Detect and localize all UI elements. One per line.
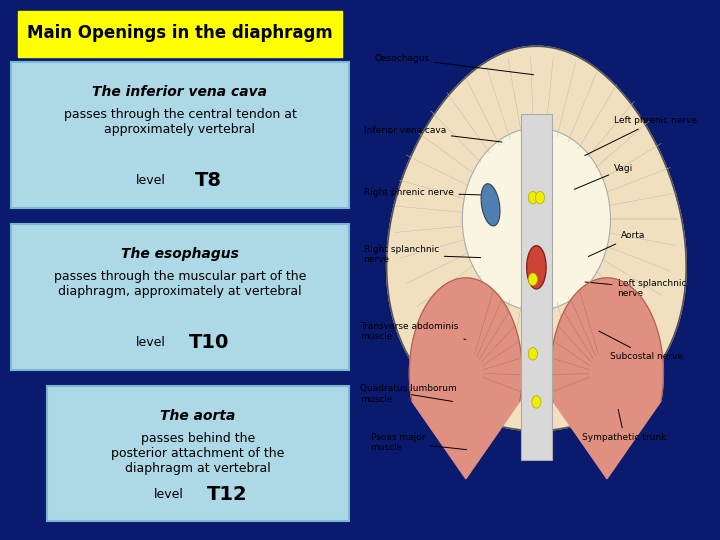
Circle shape [528, 273, 537, 286]
Text: passes behind the
posterior attachment of the
diaphragm at vertebral: passes behind the posterior attachment o… [112, 432, 284, 475]
Text: Main Openings in the diaphragm: Main Openings in the diaphragm [27, 24, 333, 43]
Text: T8: T8 [195, 171, 222, 191]
Polygon shape [387, 46, 686, 431]
Text: Quadratus lumborum
muscle: Quadratus lumborum muscle [360, 384, 456, 404]
FancyBboxPatch shape [11, 62, 349, 208]
Text: level: level [154, 488, 184, 501]
Text: Inferior vena cava: Inferior vena cava [364, 126, 502, 142]
Polygon shape [410, 278, 522, 479]
Text: Vagi: Vagi [575, 164, 634, 190]
Text: Oesochagus: Oesochagus [374, 53, 534, 75]
Text: The esophagus: The esophagus [121, 247, 239, 261]
Text: Right splanchnic
nerve: Right splanchnic nerve [364, 245, 481, 265]
Text: Sympathetic trunk: Sympathetic trunk [582, 409, 667, 442]
Text: Left phrenic nerve: Left phrenic nerve [585, 116, 697, 156]
Text: passes through the muscular part of the
diaphragm, approximately at vertebral: passes through the muscular part of the … [54, 270, 306, 298]
Text: passes through the central tendon at
approximately vertebral: passes through the central tendon at app… [63, 108, 297, 136]
Text: Subcostal nerve: Subcostal nerve [599, 331, 683, 361]
Ellipse shape [462, 128, 611, 310]
Circle shape [528, 348, 537, 360]
Text: T12: T12 [207, 484, 247, 504]
Text: Left splanchnic
nerve: Left splanchnic nerve [585, 279, 686, 298]
Ellipse shape [481, 184, 500, 226]
Text: level: level [136, 336, 166, 349]
Circle shape [536, 191, 544, 204]
FancyBboxPatch shape [18, 11, 342, 57]
Text: Psoas major
muscle: Psoas major muscle [371, 433, 467, 452]
Circle shape [528, 191, 537, 204]
Text: The aorta: The aorta [161, 409, 235, 423]
Text: Aorta: Aorta [588, 232, 645, 256]
Bar [521, 113, 552, 460]
FancyBboxPatch shape [47, 386, 349, 521]
Ellipse shape [527, 246, 546, 289]
Polygon shape [551, 278, 663, 479]
Circle shape [532, 396, 541, 408]
Text: T10: T10 [189, 333, 229, 353]
FancyBboxPatch shape [11, 224, 349, 370]
Text: level: level [136, 174, 166, 187]
Text: The inferior vena cava: The inferior vena cava [92, 85, 268, 99]
Text: Transverse abdominis
muscle: Transverse abdominis muscle [360, 322, 466, 341]
Text: Right phrenic nerve: Right phrenic nerve [364, 188, 487, 197]
